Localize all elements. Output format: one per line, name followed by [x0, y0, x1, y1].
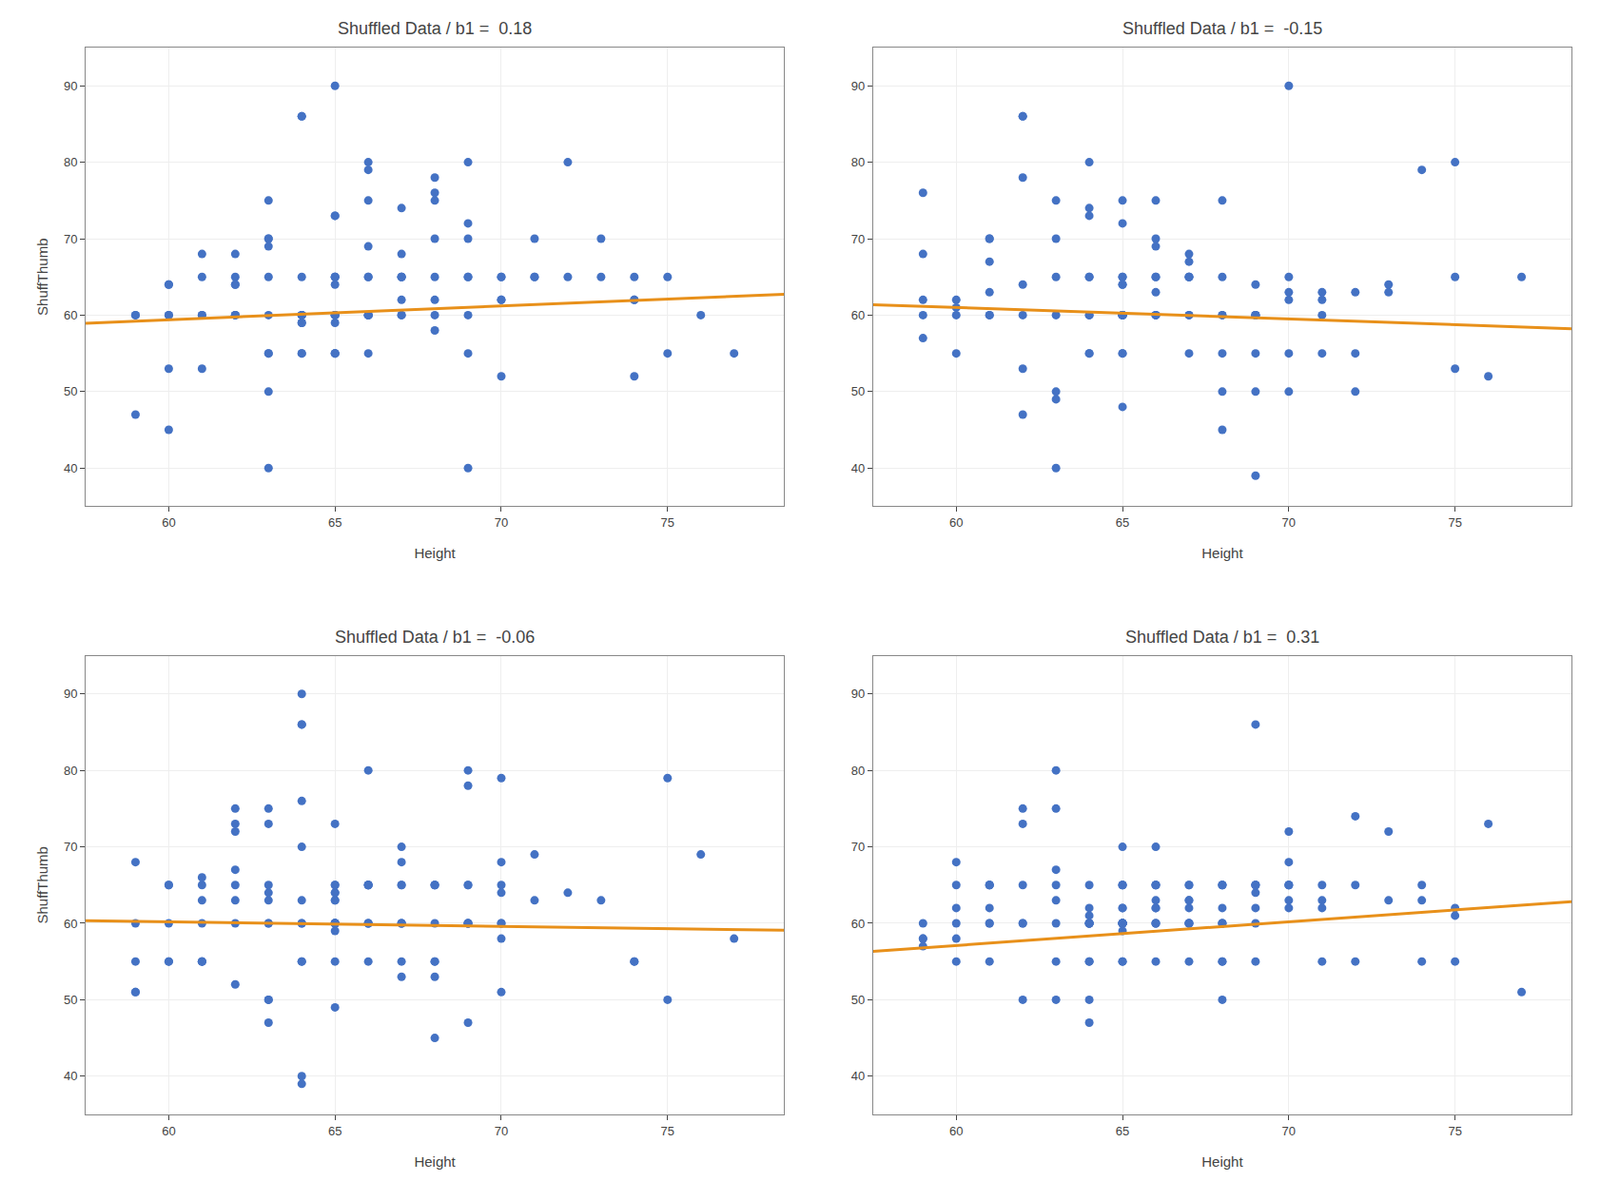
svg-text:65: 65: [328, 1124, 342, 1139]
svg-text:50: 50: [851, 384, 865, 399]
svg-text:50: 50: [63, 384, 78, 399]
svg-text:60: 60: [161, 1124, 176, 1139]
svg-text:ShuffThumb: ShuffThumb: [34, 238, 51, 316]
svg-text:60: 60: [161, 515, 176, 530]
svg-text:70: 70: [851, 839, 865, 855]
svg-text:70: 70: [494, 515, 508, 530]
svg-text:75: 75: [661, 515, 675, 530]
svg-text:Shuffled Data / b1 = -0.06: Shuffled Data / b1 = -0.06: [334, 627, 535, 647]
svg-text:Height: Height: [1201, 1153, 1244, 1171]
svg-text:60: 60: [63, 917, 78, 932]
svg-text:60: 60: [949, 515, 963, 530]
svg-text:75: 75: [661, 1124, 675, 1139]
svg-text:70: 70: [494, 1124, 508, 1139]
svg-text:90: 90: [63, 686, 78, 702]
svg-text:Height: Height: [413, 1153, 456, 1171]
svg-text:80: 80: [851, 155, 865, 170]
svg-text:70: 70: [851, 232, 865, 247]
svg-text:60: 60: [949, 1124, 963, 1139]
svg-text:70: 70: [63, 232, 78, 247]
svg-text:40: 40: [63, 461, 78, 476]
svg-text:Shuffled Data / b1 = 0.18: Shuffled Data / b1 = 0.18: [337, 19, 532, 39]
svg-text:60: 60: [851, 308, 865, 323]
svg-text:70: 70: [1282, 1124, 1296, 1139]
svg-text:60: 60: [63, 308, 78, 323]
svg-text:80: 80: [851, 763, 865, 779]
svg-text:65: 65: [1115, 1124, 1130, 1139]
svg-text:40: 40: [851, 1069, 865, 1084]
svg-text:ShuffThumb: ShuffThumb: [34, 846, 51, 924]
svg-text:70: 70: [1282, 515, 1296, 530]
svg-text:65: 65: [328, 515, 342, 530]
svg-text:90: 90: [851, 78, 865, 94]
svg-text:40: 40: [851, 461, 865, 476]
svg-text:50: 50: [851, 993, 865, 1008]
svg-text:80: 80: [63, 763, 78, 779]
svg-text:60: 60: [851, 917, 865, 932]
svg-text:80: 80: [63, 155, 78, 170]
svg-text:75: 75: [1447, 515, 1462, 530]
svg-text:Shuffled Data / b1 = 0.31: Shuffled Data / b1 = 0.31: [1125, 627, 1320, 647]
svg-text:75: 75: [1447, 1124, 1462, 1139]
svg-text:40: 40: [63, 1069, 78, 1084]
svg-text:70: 70: [63, 839, 78, 855]
svg-text:Shuffled Data / b1 = -0.15: Shuffled Data / b1 = -0.15: [1122, 19, 1323, 39]
svg-text:Height: Height: [1201, 545, 1244, 562]
svg-text:65: 65: [1115, 515, 1130, 530]
svg-text:50: 50: [63, 993, 78, 1008]
svg-text:Height: Height: [413, 545, 456, 562]
svg-text:90: 90: [63, 78, 78, 94]
svg-text:90: 90: [851, 686, 865, 702]
